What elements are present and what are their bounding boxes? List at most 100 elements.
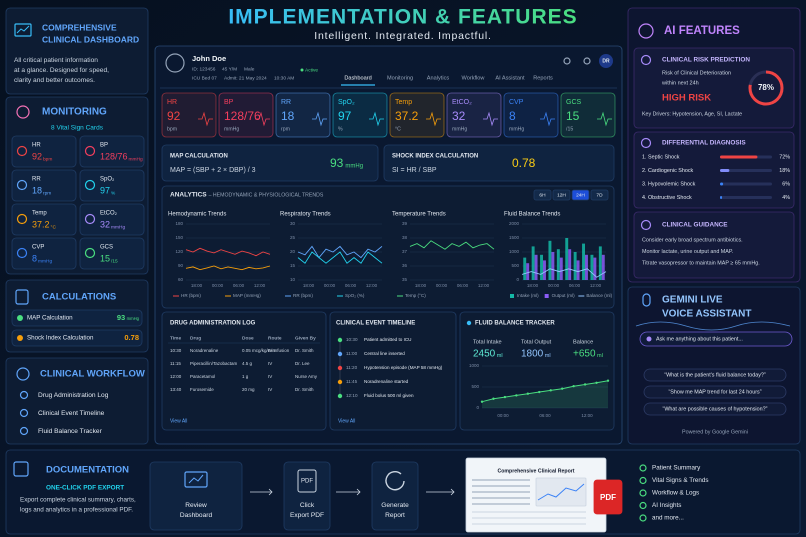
patient-admit: Admit: 21 May 2024 xyxy=(224,75,267,81)
legend-label: HR (bpm) xyxy=(181,293,201,298)
view-all-link[interactable]: View All xyxy=(338,418,355,424)
nav-tab[interactable]: Workflow xyxy=(462,75,486,81)
question-chip-text[interactable]: “What is the patient's fluid balance tod… xyxy=(664,372,766,378)
user-initials[interactable]: DR xyxy=(602,58,610,64)
check-icon xyxy=(639,489,647,497)
calc-label: Shock Index Calculation xyxy=(27,335,94,342)
doc-icon xyxy=(13,461,29,477)
pdf-badge xyxy=(593,479,623,515)
bar xyxy=(548,240,552,280)
vital-value: 128/76 xyxy=(224,109,261,123)
nav-tab[interactable]: Monitoring xyxy=(387,75,413,81)
bar-track xyxy=(720,169,772,172)
vital-unit: mmHg xyxy=(111,224,125,230)
workflow-item[interactable]: Drug Administration Log xyxy=(38,392,109,399)
area-series xyxy=(482,380,608,408)
bar xyxy=(551,252,555,280)
calc-formula: SI = HR / SBP xyxy=(392,167,437,174)
avatar xyxy=(165,53,185,73)
table-header: Time xyxy=(170,335,181,341)
range-button-label[interactable]: 7D xyxy=(596,192,603,198)
icon xyxy=(188,474,204,484)
vital-label: SpO₂ xyxy=(338,99,355,106)
bar-track xyxy=(720,182,772,186)
vital-icon xyxy=(597,111,612,127)
view-all-link[interactable]: View All xyxy=(170,418,187,424)
icon xyxy=(16,145,28,157)
check-icon xyxy=(639,514,647,522)
vital-tile xyxy=(275,92,331,138)
range-button-label[interactable]: 6H xyxy=(539,192,546,198)
bar xyxy=(582,243,585,280)
bar xyxy=(559,257,563,280)
y-tick-label: 38 xyxy=(402,235,408,240)
bar xyxy=(720,169,730,172)
question-chip-text[interactable]: “Show me MAP trend for last 24 hours” xyxy=(668,389,761,395)
nav-tab[interactable]: Analytics xyxy=(427,75,450,81)
legend-label: Intake (ml) xyxy=(517,293,539,298)
vital-label: HR xyxy=(167,99,177,106)
table-cell: IV Infusion xyxy=(268,348,290,353)
drug-log-panel xyxy=(161,311,327,431)
icon xyxy=(84,145,96,157)
differential-panel xyxy=(633,131,795,209)
line-series xyxy=(297,251,383,264)
question-chip-text[interactable]: “What are possible causes of hypotension… xyxy=(663,406,768,412)
x-tick-label: 18:00 xyxy=(415,283,427,288)
calc-unit: mmHg xyxy=(345,164,363,170)
nav-tab[interactable]: Dashboard xyxy=(344,75,371,81)
point xyxy=(583,383,587,386)
chart-title: Respiratory Trends xyxy=(280,212,331,218)
vital-unit: /15 xyxy=(111,258,118,264)
vital-unit: °C xyxy=(395,126,401,132)
legend-swatch xyxy=(510,294,514,298)
vital-label: Temp xyxy=(32,211,47,217)
chart-title: Fluid Balance Trends xyxy=(504,212,560,218)
range-button-label[interactable]: 12H xyxy=(557,192,566,198)
range-button-label[interactable]: 24H xyxy=(576,192,585,198)
table-cell: 1 g xyxy=(242,374,249,379)
step-card xyxy=(371,461,419,531)
report-title: Comprehensive Clinical Report xyxy=(498,468,575,474)
panel-title: CLINICAL RISK PREDICTION xyxy=(662,57,750,64)
section-text: clarity and better outcomes. xyxy=(14,77,95,84)
panel-title: CLINICAL GUIDANCE xyxy=(662,222,728,229)
calc-value: 93 xyxy=(117,313,125,322)
diagnosis-name: 3. Hypovolemic Shock xyxy=(642,181,696,187)
nav-tab[interactable]: AI Assistant xyxy=(495,75,525,81)
legend-label: Output (ml) xyxy=(552,293,575,298)
section-title: AI FEATURES xyxy=(664,25,740,37)
icon xyxy=(16,247,28,259)
section-title: CLINICAL WORKFLOW xyxy=(40,369,145,380)
vital-label: GCS xyxy=(566,99,582,106)
x-tick-label: 18:00 xyxy=(303,283,315,288)
check-icon xyxy=(639,464,647,472)
timeline-dot xyxy=(337,393,343,399)
vital-card xyxy=(11,169,77,202)
prompt-text[interactable]: Ask me anything about this patient... xyxy=(656,336,743,342)
calc-value: 0.78 xyxy=(124,333,139,342)
calc-value: 0.78 xyxy=(512,156,536,170)
voice-wave xyxy=(635,321,791,331)
vital-value: 97 xyxy=(338,109,352,123)
event-text: Fluid bolus 500 ml given xyxy=(364,393,414,398)
bar xyxy=(568,249,572,280)
event-time: 11:45 xyxy=(346,379,358,384)
nav-tab[interactable]: Reports xyxy=(533,75,553,81)
workflow-item[interactable]: Clinical Event Timeline xyxy=(38,410,105,417)
step-label: Review xyxy=(185,502,207,509)
workflow-item[interactable]: Fluid Balance Tracker xyxy=(38,428,103,435)
step-icon xyxy=(184,471,208,488)
vital-value: 15 xyxy=(566,109,580,123)
timeline-dot xyxy=(337,365,343,371)
y-tick-label: 500 xyxy=(471,384,479,389)
patient-sex: Male xyxy=(244,66,255,72)
legend-label: Balance (ml) xyxy=(586,293,612,298)
y-tick-label: 1500 xyxy=(509,235,520,240)
bar-track xyxy=(720,196,772,199)
vital-label: GCS xyxy=(100,245,113,251)
question-chip xyxy=(643,368,787,382)
gauge-value xyxy=(748,70,784,106)
point xyxy=(538,390,541,394)
